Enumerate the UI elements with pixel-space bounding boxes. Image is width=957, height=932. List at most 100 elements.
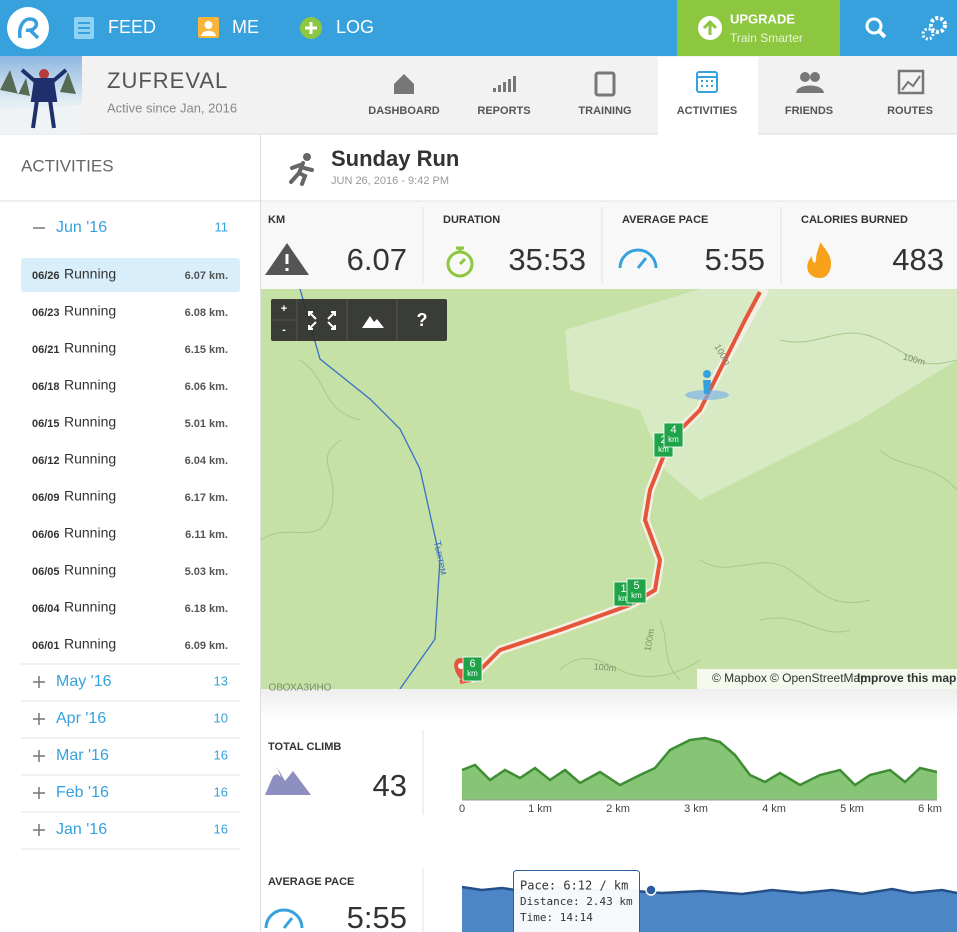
activity-date[interactable]: 06/26 — [32, 270, 60, 282]
stat-value: 35:53 — [508, 242, 586, 277]
km-marker[interactable] — [626, 578, 647, 604]
position-shadow — [685, 390, 729, 400]
activity-date[interactable]: 06/21 — [32, 344, 60, 356]
km-marker[interactable] — [663, 422, 684, 448]
km-marker-unit: km — [618, 594, 629, 603]
activity-distance: 6.04 km. — [185, 455, 228, 467]
km-marker-number: 2 — [660, 434, 666, 446]
activity-type[interactable]: Running — [64, 377, 116, 393]
tab[interactable]: DASHBOARD — [368, 105, 440, 117]
activity-type[interactable]: Running — [64, 488, 116, 504]
month-label[interactable]: Jun '16 — [56, 219, 107, 236]
upgrade-arrow — [702, 19, 718, 35]
activity-type[interactable]: Running — [64, 599, 116, 615]
route — [459, 291, 762, 684]
settings-button[interactable] — [929, 16, 947, 34]
activity-date[interactable]: 06/01 — [32, 640, 60, 652]
nav-link[interactable]: ME — [232, 17, 259, 37]
logo[interactable] — [7, 7, 49, 49]
climb-tick: 1 km — [528, 803, 552, 815]
search-handle — [877, 29, 887, 39]
tab[interactable]: FRIENDS — [785, 105, 833, 117]
activity-date[interactable]: 06/09 — [32, 492, 60, 504]
pace-icon-needle — [282, 917, 294, 929]
climb-tick: 6 km — [918, 803, 942, 815]
activity-type[interactable]: Running — [64, 525, 116, 541]
map-toolbar-dividers — [271, 299, 398, 341]
month-label[interactable]: Jan '16 — [56, 821, 107, 838]
map-toolbar — [271, 299, 447, 341]
activity-type[interactable]: Running — [64, 562, 116, 578]
me-icon-body — [201, 30, 216, 36]
activity-date[interactable]: 06/04 — [32, 603, 60, 615]
map-control[interactable]: - — [282, 324, 286, 336]
elevation-line — [461, 736, 938, 787]
activity-distance: 6.17 km. — [185, 492, 228, 504]
climb-tick: 2 km — [606, 803, 630, 815]
feed-icon-lines — [78, 22, 90, 34]
map-label: 100m — [643, 628, 657, 652]
reports-icon — [493, 76, 516, 92]
map-control[interactable]: ? — [417, 310, 428, 330]
activity-type[interactable]: Running — [64, 636, 116, 652]
expand-icon[interactable] — [33, 824, 45, 836]
tab[interactable]: REPORTS — [477, 105, 530, 117]
tab[interactable]: TRAINING — [578, 105, 631, 117]
expand-icon[interactable] — [33, 713, 45, 725]
avatar-snow — [0, 105, 82, 134]
stat-dividers — [422, 207, 782, 283]
fullscreen-button[interactable] — [308, 311, 336, 330]
search-button[interactable] — [865, 17, 883, 35]
activity-date[interactable]: 06/12 — [32, 455, 60, 467]
activity-distance: 5.03 km. — [185, 566, 228, 578]
tab[interactable]: ACTIVITIES — [677, 105, 738, 117]
run-icon — [289, 161, 314, 186]
pace-icon — [618, 248, 658, 269]
month-label[interactable]: Feb '16 — [56, 784, 109, 801]
activity-date[interactable]: 06/15 — [32, 418, 60, 430]
activity-datetime: JUN 26, 2016 - 9:42 PM — [331, 175, 449, 187]
km-marker[interactable] — [462, 656, 483, 682]
climb-tick: 4 km — [762, 803, 786, 815]
activity-distance: 6.09 km. — [185, 640, 228, 652]
month-count: 16 — [214, 747, 228, 762]
log-icon-plus — [305, 22, 317, 34]
terrain-button[interactable] — [362, 316, 384, 328]
expand-icon[interactable] — [33, 750, 45, 762]
activity-date[interactable]: 06/06 — [32, 529, 60, 541]
activity-type[interactable]: Running — [64, 303, 116, 319]
km-marker-number: 4 — [670, 424, 676, 436]
month-label[interactable]: May '16 — [56, 673, 112, 690]
avatar-person-head — [39, 69, 49, 79]
me-icon-head — [204, 21, 213, 29]
profile-name: ZUFREVAL — [107, 68, 228, 93]
expand-icon[interactable] — [33, 676, 45, 688]
activity-date[interactable]: 06/18 — [32, 381, 60, 393]
map-control[interactable]: + — [281, 303, 287, 315]
km-marker-number: 1 — [620, 583, 626, 595]
stat-value: 5:55 — [705, 242, 765, 277]
position-body — [703, 380, 711, 394]
map[interactable] — [261, 289, 957, 689]
nav-link[interactable]: FEED — [108, 17, 156, 37]
map-label: 100m — [593, 661, 616, 673]
activity-type[interactable]: Running — [64, 414, 116, 430]
activities-icon — [696, 71, 718, 93]
month-label[interactable]: Mar '16 — [56, 747, 109, 764]
expand-icon[interactable] — [33, 787, 45, 799]
start-pin-dot — [458, 663, 464, 669]
activity-type[interactable]: Running — [64, 266, 116, 282]
map-attribution[interactable]: © Mapbox — [712, 671, 767, 685]
activity-date[interactable]: 06/05 — [32, 566, 60, 578]
activity-date[interactable]: 06/23 — [32, 307, 60, 319]
tab[interactable]: ROUTES — [887, 105, 933, 117]
map-attribution[interactable]: © OpenStreetMap — [770, 671, 867, 685]
month-label[interactable]: Apr '16 — [56, 710, 106, 727]
activity-type[interactable]: Running — [64, 340, 116, 356]
activity-distance: 5.01 km. — [185, 418, 228, 430]
activity-type[interactable]: Running — [64, 451, 116, 467]
profile-bar — [0, 56, 957, 134]
map-attribution[interactable]: Improve this map — [857, 671, 956, 685]
nav-link[interactable]: LOG — [336, 17, 374, 37]
